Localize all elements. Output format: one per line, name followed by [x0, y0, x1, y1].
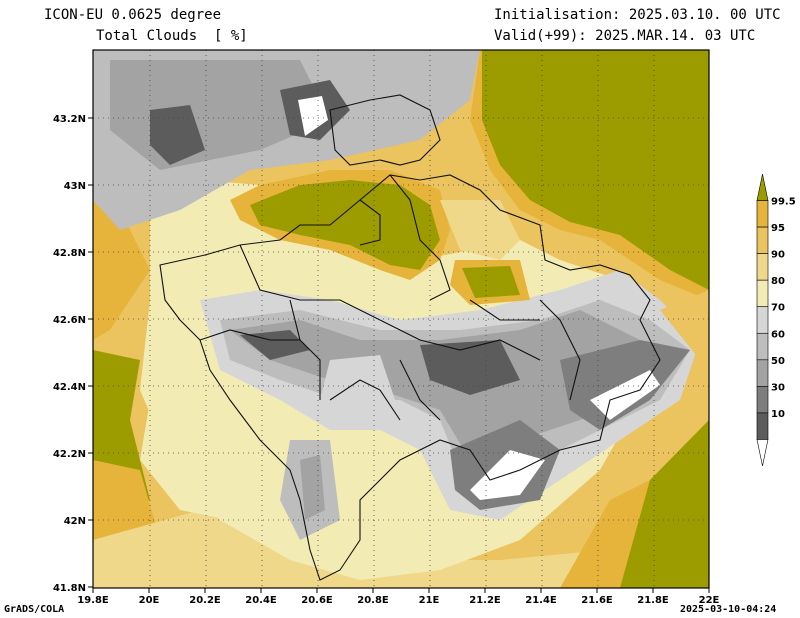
colorbar-label: 80 — [771, 276, 785, 287]
lat-tick-label: 41.8N — [53, 583, 86, 594]
model-title: ICON-EU 0.0625 degree — [44, 7, 222, 23]
lon-tick-label: 21.6E — [581, 595, 613, 606]
colorbar-swatch — [756, 226, 769, 254]
colorbar-swatch — [756, 439, 769, 467]
lon-tick-label: 21.8E — [637, 595, 669, 606]
latitude-axis: 43.2N 43N 42.8N 42.6N 42.4N 42.2N 42N 41.8N — [53, 114, 93, 594]
initialisation-label: Initialisation: 2025.03.10. 00 UTC — [494, 7, 781, 23]
colorbar-legend: 99.5 95 90 80 70 60 50 30 10 — [756, 173, 796, 467]
colorbar-label: 99.5 — [771, 197, 796, 208]
lon-tick-label: 20.8E — [357, 595, 389, 606]
lon-tick-label: 20.4E — [245, 595, 277, 606]
lat-tick-label: 42N — [64, 516, 86, 527]
lat-tick-label: 42.6N — [53, 315, 86, 326]
software-credit: GrADS/COLA — [4, 604, 65, 615]
lon-tick-label: 21.2E — [469, 595, 501, 606]
lon-tick-label: 19.8E — [77, 595, 109, 606]
lat-tick-label: 42.2N — [53, 449, 86, 460]
colorbar-label: 30 — [771, 382, 785, 393]
colorbar-label: 90 — [771, 250, 785, 261]
lon-tick-label: 22E — [699, 595, 720, 606]
colorbar-swatch — [756, 253, 769, 281]
colorbar-label: 70 — [771, 303, 785, 314]
lat-tick-label: 42.4N — [53, 382, 86, 393]
lon-tick-label: 21E — [419, 595, 440, 606]
valid-time-label: Valid(+99): 2025.MAR.14. 03 UTC — [494, 28, 756, 44]
colorbar-label: 10 — [771, 409, 785, 420]
colorbar-label: 60 — [771, 329, 785, 340]
colorbar-swatch — [756, 386, 769, 414]
lat-tick-label: 43N — [64, 181, 86, 192]
render-timestamp: 2025-03-10-04:24 — [680, 604, 777, 615]
lon-tick-label: 20E — [139, 595, 160, 606]
administrative-borders — [159, 94, 661, 581]
lat-tick-label: 43.2N — [53, 114, 86, 125]
lon-tick-label: 21.4E — [525, 595, 557, 606]
colorbar-label: 95 — [771, 223, 785, 234]
colorbar-swatch — [756, 279, 769, 308]
lon-tick-label: 20.6E — [301, 595, 333, 606]
lon-tick-label: 20.2E — [189, 595, 221, 606]
colorbar-label: 50 — [771, 356, 785, 367]
colorbar-swatch — [756, 173, 769, 201]
colorbar-swatch — [756, 332, 769, 361]
colorbar-swatch — [756, 200, 769, 228]
cloud-field — [93, 50, 709, 588]
lat-tick-label: 42.8N — [53, 248, 86, 259]
variable-title: Total Clouds [ %] — [96, 28, 248, 44]
colorbar-swatch — [756, 306, 769, 334]
longitude-axis: 19.8E 20E 20.2E 20.4E 20.6E 20.8E 21E 21.2E 21.4… — [77, 588, 720, 606]
colorbar-swatch — [756, 412, 769, 440]
colorbar-swatch — [756, 359, 769, 387]
